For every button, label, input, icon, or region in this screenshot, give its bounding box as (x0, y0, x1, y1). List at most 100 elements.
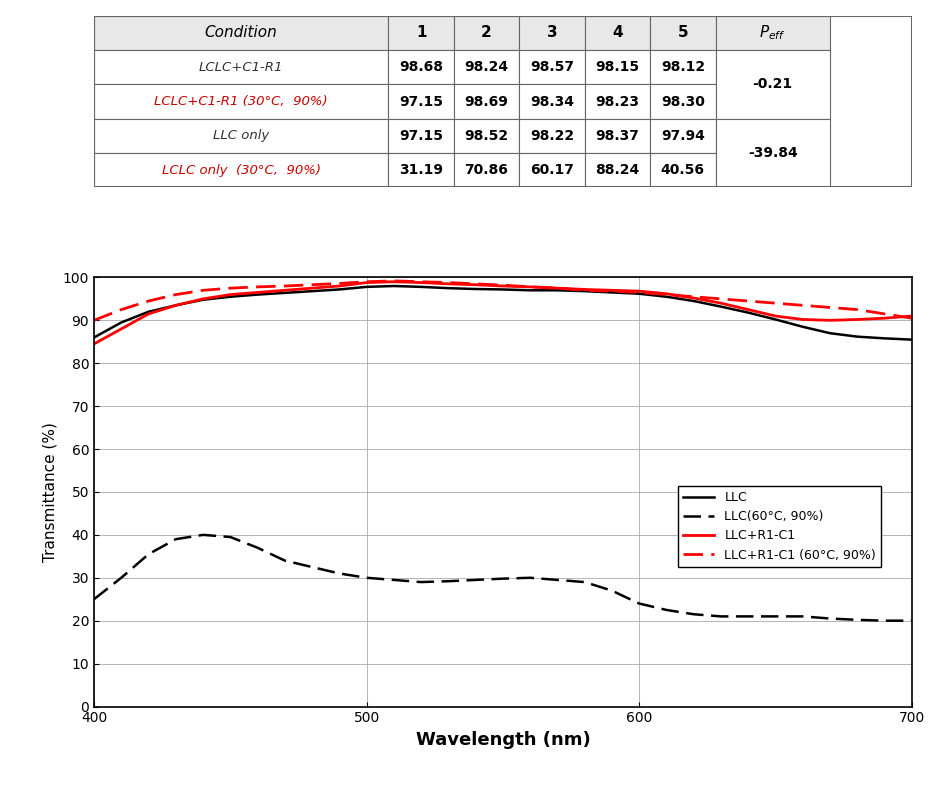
Bar (94, 153, 388, 188)
Bar (715, 50, 830, 119)
LLC (415, 282, 427, 291)
LLC+R1-C1 (60°C, 90%) (824, 303, 836, 312)
LLC(60°C, 90%) (525, 573, 536, 582)
LLC+R1-C1 (60°C, 90%) (361, 277, 372, 287)
Bar (454, 16, 519, 50)
Bar (585, 119, 650, 153)
LLC+R1-C1 (906, 312, 917, 321)
LLC (497, 285, 509, 294)
Text: 60.17: 60.17 (530, 163, 574, 177)
Text: 88.24: 88.24 (595, 163, 639, 177)
LLC (606, 288, 618, 298)
LLC (525, 286, 536, 295)
LLC+R1-C1 (361, 278, 372, 287)
Bar (650, 119, 715, 153)
LLC (334, 285, 345, 294)
LLC+R1-C1 (60°C, 90%) (88, 316, 100, 325)
Text: 97.15: 97.15 (400, 94, 443, 108)
LLC(60°C, 90%) (443, 576, 454, 586)
LLC+R1-C1 (60°C, 90%) (661, 290, 672, 299)
LLC+R1-C1 (579, 285, 590, 294)
Text: 1: 1 (415, 25, 427, 40)
Bar (519, 84, 585, 119)
LLC+R1-C1 (60°C, 90%) (579, 286, 590, 295)
LLC(60°C, 90%) (143, 550, 154, 559)
LLC(60°C, 90%) (497, 574, 509, 583)
LLC+R1-C1 (60°C, 90%) (470, 279, 481, 289)
LLC+R1-C1 (60°C, 90%) (906, 313, 917, 323)
LLC+R1-C1 (88, 339, 100, 349)
Text: 98.24: 98.24 (464, 60, 509, 75)
Bar (388, 119, 454, 153)
Text: 98.23: 98.23 (595, 94, 639, 108)
LLC (770, 315, 781, 324)
LLC(60°C, 90%) (715, 612, 727, 621)
Text: LLC only: LLC only (213, 130, 270, 142)
LLC+R1-C1 (60°C, 90%) (770, 298, 781, 308)
LLC(60°C, 90%) (170, 535, 181, 544)
LLC(60°C, 90%) (252, 543, 263, 553)
Bar (519, 119, 585, 153)
Line: LLC(60°C, 90%): LLC(60°C, 90%) (94, 535, 912, 621)
LLC(60°C, 90%) (388, 575, 400, 585)
X-axis label: Wavelength (nm): Wavelength (nm) (415, 731, 590, 749)
Text: LCLC only  (30°C,  90%): LCLC only (30°C, 90%) (162, 163, 321, 177)
LLC (197, 295, 209, 305)
LLC+R1-C1 (60°C, 90%) (797, 301, 808, 310)
LLC+R1-C1 (606, 286, 618, 295)
LLC (306, 287, 318, 296)
LLC (715, 302, 727, 312)
Bar (519, 153, 585, 188)
LLC (388, 281, 400, 290)
LLC+R1-C1 (715, 298, 727, 308)
LLC(60°C, 90%) (879, 616, 890, 626)
LLC (634, 289, 645, 298)
Bar (388, 153, 454, 188)
LLC+R1-C1 (60°C, 90%) (743, 296, 754, 305)
Bar (650, 153, 715, 188)
Text: -39.84: -39.84 (748, 146, 798, 160)
Text: 98.57: 98.57 (530, 60, 574, 75)
Bar (388, 16, 454, 50)
LLC (143, 307, 154, 316)
Text: $P_{eff}$: $P_{eff}$ (760, 24, 786, 42)
LLC+R1-C1 (197, 294, 209, 304)
LLC (170, 301, 181, 310)
Bar (585, 16, 650, 50)
Text: 97.15: 97.15 (400, 129, 443, 143)
LLC+R1-C1 (388, 277, 400, 287)
Text: LCLC+C1-R1: LCLC+C1-R1 (199, 60, 283, 74)
Text: -0.21: -0.21 (753, 78, 792, 91)
LLC(60°C, 90%) (852, 615, 863, 625)
Text: 31.19: 31.19 (400, 163, 443, 177)
LLC+R1-C1 (60°C, 90%) (715, 294, 727, 304)
LLC (852, 332, 863, 341)
LLC (552, 286, 563, 295)
Bar (715, 119, 830, 188)
LLC(60°C, 90%) (824, 614, 836, 623)
LLC+R1-C1 (60°C, 90%) (334, 279, 345, 288)
Text: 70.86: 70.86 (464, 163, 509, 177)
LLC+R1-C1 (497, 281, 509, 290)
LLC(60°C, 90%) (470, 575, 481, 585)
Text: 98.37: 98.37 (595, 129, 639, 143)
LLC+R1-C1 (60°C, 90%) (252, 282, 263, 291)
Text: 3: 3 (547, 25, 557, 40)
LLC+R1-C1 (852, 315, 863, 324)
LLC+R1-C1 (60°C, 90%) (143, 296, 154, 305)
LLC (688, 296, 699, 305)
LLC+R1-C1 (634, 287, 645, 296)
LLC+R1-C1 (60°C, 90%) (415, 277, 427, 287)
LLC (879, 334, 890, 343)
LLC (88, 333, 100, 342)
LLC+R1-C1 (60°C, 90%) (279, 281, 290, 290)
LLC (252, 290, 263, 299)
Bar (519, 16, 585, 50)
LLC(60°C, 90%) (906, 616, 917, 626)
LLC(60°C, 90%) (88, 594, 100, 604)
LLC(60°C, 90%) (225, 532, 236, 542)
Text: 98.69: 98.69 (464, 94, 509, 108)
LLC (661, 292, 672, 301)
LLC+R1-C1 (116, 324, 127, 334)
LLC(60°C, 90%) (552, 575, 563, 585)
